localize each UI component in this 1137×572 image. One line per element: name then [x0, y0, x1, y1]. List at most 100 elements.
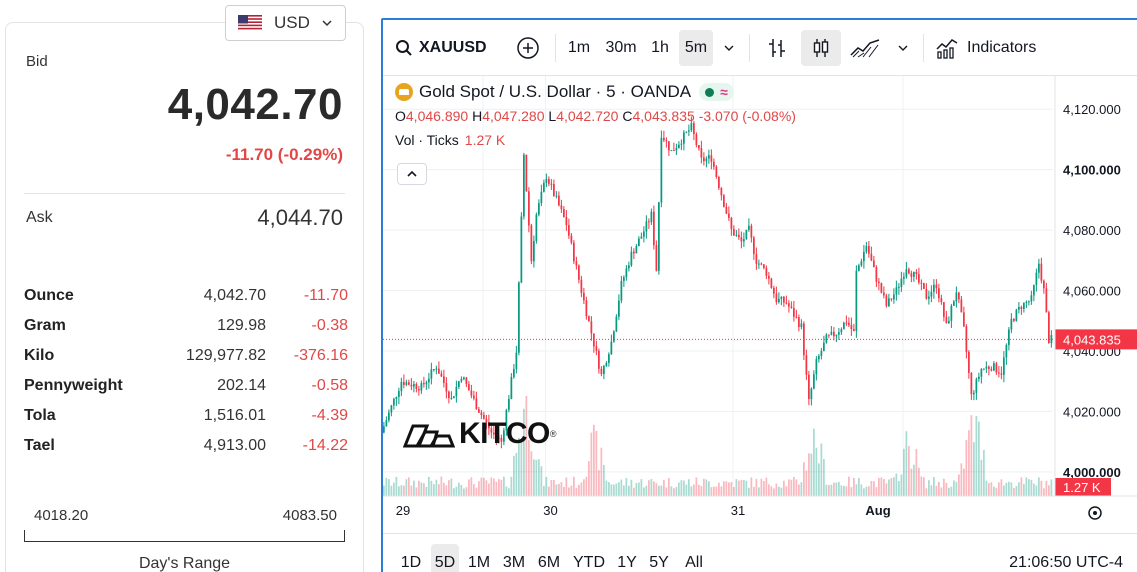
volume-bar: [483, 477, 485, 496]
price-chart[interactable]: 4,000.0004,020.0004,040.0004,060.0004,08…: [383, 76, 1137, 533]
range-1d[interactable]: 1D: [400, 554, 422, 571]
interval-5m[interactable]: 5m: [679, 30, 713, 66]
high-label: H: [472, 108, 483, 124]
candle-body: [718, 176, 720, 188]
volume-bar: [763, 481, 765, 496]
volume-bar: [680, 480, 683, 496]
day-range-low: 4018.20: [34, 507, 89, 524]
collapse-legend-button[interactable]: [397, 163, 427, 185]
candle-body: [658, 202, 660, 271]
volume-bar: [935, 485, 938, 496]
candle-body: [398, 391, 400, 397]
volume-bar: [413, 480, 415, 496]
bars-style-button[interactable]: [759, 30, 795, 66]
volume-bar: [1020, 477, 1023, 496]
volume-bar: [665, 487, 668, 496]
candle-body: [440, 373, 443, 377]
candles-style-button[interactable]: [801, 30, 841, 66]
volume-bar: [913, 464, 915, 496]
volume-bar: [435, 479, 438, 496]
interval-30m[interactable]: 30m: [605, 39, 637, 56]
candle-body: [925, 288, 928, 299]
volume-bar: [905, 431, 908, 496]
candle-body: [870, 253, 873, 261]
volume-legend: Vol · Ticks 1.27 K: [395, 132, 796, 152]
candle-body: [570, 235, 573, 243]
candle-body: [823, 342, 825, 352]
candle-body: [988, 366, 990, 369]
volume-bar: [408, 477, 410, 496]
volume-bar: [440, 476, 443, 496]
volume-bar: [618, 482, 620, 496]
currency-select[interactable]: USD: [225, 5, 346, 41]
candle-body: [435, 368, 438, 370]
candle-body: [880, 283, 883, 293]
volume-bar: [650, 479, 653, 496]
x-tick-label: 30: [543, 503, 557, 518]
candle-body: [470, 390, 473, 396]
candle-body: [585, 300, 588, 317]
candle-body: [538, 203, 540, 215]
candle-body: [603, 365, 605, 374]
volume-bar: [1015, 486, 1018, 496]
volume-bar: [778, 486, 780, 496]
volume-bar: [588, 461, 590, 496]
volume-bar: [613, 484, 615, 496]
unit-change: -14.22: [302, 437, 348, 454]
interval-1h[interactable]: 1h: [651, 39, 669, 56]
market-status-badge[interactable]: ≈: [699, 83, 734, 101]
candle-body: [1030, 295, 1033, 302]
volume-bar: [438, 484, 440, 496]
volume-bar: [1030, 479, 1033, 496]
candle-body: [845, 322, 848, 324]
candle-body: [1035, 272, 1038, 285]
range-6m[interactable]: 6M: [537, 554, 561, 571]
chart-type-dropdown[interactable]: [891, 30, 915, 66]
volume-bar: [875, 487, 878, 496]
candle-body: [915, 271, 918, 275]
volume-bar: [880, 477, 883, 496]
settings-icon[interactable]: [1088, 506, 1102, 520]
candle-body: [608, 354, 610, 363]
compare-button[interactable]: [511, 30, 545, 66]
area-style-button[interactable]: [847, 30, 883, 66]
chevron-up-icon: [407, 170, 417, 177]
candle-body: [738, 234, 740, 238]
interval-dropdown[interactable]: [717, 30, 741, 66]
volume-bar: [663, 479, 665, 496]
volume-bar: [725, 481, 728, 496]
range-1y[interactable]: 1Y: [617, 554, 637, 571]
volume-bar: [575, 487, 578, 496]
volume-bar: [1038, 477, 1040, 496]
volume-bar: [485, 480, 488, 496]
range-ytd[interactable]: YTD: [573, 554, 605, 571]
interval-1m[interactable]: 1m: [567, 39, 591, 56]
volume-bar: [503, 476, 505, 496]
volume-bar: [958, 474, 960, 496]
candle-body: [590, 321, 593, 334]
symbol-search-button[interactable]: XAUUSD: [395, 30, 487, 66]
volume-bar: [530, 451, 533, 496]
range-5y[interactable]: 5Y: [649, 554, 669, 571]
candle-body: [493, 432, 495, 435]
volume-bar: [685, 484, 688, 496]
range-3m[interactable]: 3M: [502, 554, 526, 571]
bars-icon: [769, 39, 785, 57]
indicators-button[interactable]: Indicators: [935, 30, 1055, 66]
volume-bar: [840, 485, 843, 496]
volume-bar: [753, 486, 755, 496]
candle-body: [968, 351, 970, 373]
range-1m[interactable]: 1M: [467, 554, 491, 571]
range-all[interactable]: All: [685, 554, 703, 571]
candle-body: [418, 389, 420, 391]
volume-bar: [780, 487, 783, 496]
volume-bar: [658, 485, 660, 496]
volume-bar: [608, 482, 610, 496]
candle-body: [405, 382, 408, 385]
candle-body: [978, 376, 980, 379]
volume-bar: [545, 476, 548, 496]
volume-bar: [713, 486, 715, 496]
range-5d[interactable]: 5D: [431, 544, 459, 572]
volume-bar: [385, 477, 388, 496]
candle-body: [678, 144, 680, 148]
